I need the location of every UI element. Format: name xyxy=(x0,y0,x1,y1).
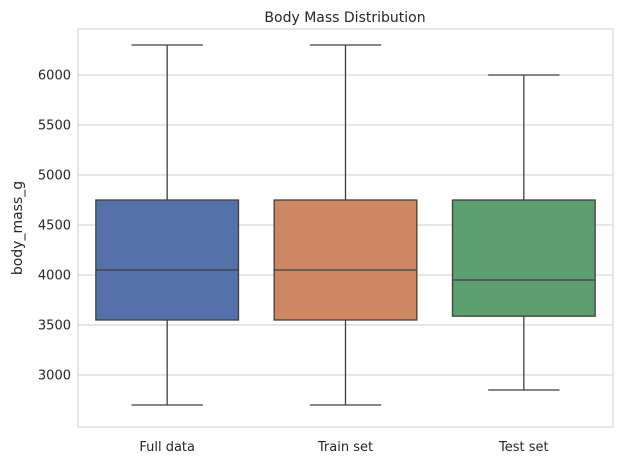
y-tick-label: 5000 xyxy=(38,169,71,184)
chart-title: Body Mass Distribution xyxy=(264,10,425,26)
y-tick-label: 3500 xyxy=(38,319,71,334)
y-axis-ticks: 3000 3500 4000 4500 5000 5500 6000 xyxy=(38,69,71,384)
iqr-box xyxy=(451,199,596,317)
x-axis-ticks: Full data Train set Test set xyxy=(139,440,548,455)
y-tick-label: 6000 xyxy=(38,69,71,84)
y-tick-label: 3000 xyxy=(38,369,71,384)
y-tick-label: 5500 xyxy=(38,119,71,134)
box-test-set xyxy=(451,74,596,391)
x-tick-label: Full data xyxy=(139,440,195,455)
x-tick-label: Train set xyxy=(317,440,373,455)
y-tick-label: 4000 xyxy=(38,269,71,284)
box-full-data xyxy=(95,44,240,406)
iqr-box xyxy=(273,199,418,321)
box-train-set xyxy=(273,44,418,406)
x-tick-label: Test set xyxy=(498,440,549,455)
box-series xyxy=(95,44,596,406)
iqr-box xyxy=(95,199,240,321)
y-tick-label: 4500 xyxy=(38,219,71,234)
plot-frame xyxy=(77,28,614,428)
y-axis-label: body_mass_g xyxy=(10,181,26,275)
